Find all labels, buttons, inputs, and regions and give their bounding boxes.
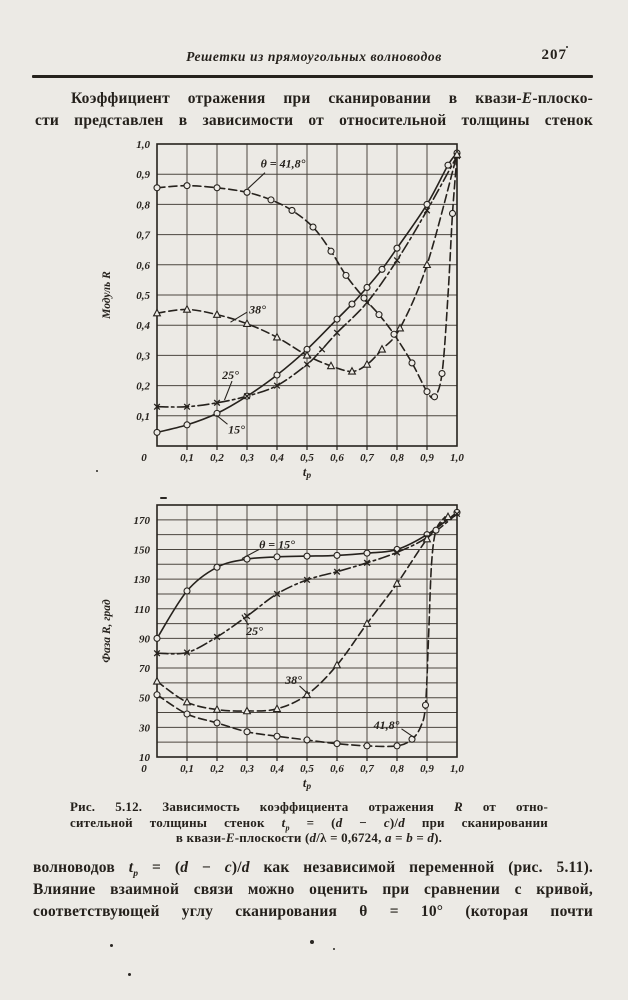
svg-text:0,2: 0,2 bbox=[136, 381, 150, 393]
svg-text:Модуль R: Модуль R bbox=[101, 271, 113, 320]
svg-text:tp: tp bbox=[303, 776, 311, 792]
intro-line: Коэффициент отражения при сканировании в… bbox=[71, 90, 593, 107]
svg-text:0,4: 0,4 bbox=[270, 452, 284, 464]
svg-text:170: 170 bbox=[134, 515, 151, 527]
svg-text:50: 50 bbox=[139, 693, 151, 705]
svg-text:38°: 38° bbox=[248, 302, 266, 316]
svg-text:41,8°: 41,8° bbox=[373, 718, 400, 732]
svg-text:0,3: 0,3 bbox=[136, 350, 150, 362]
intro-paragraph: Коэффициент отражения при сканировании в… bbox=[35, 88, 593, 132]
svg-text:0: 0 bbox=[141, 452, 147, 464]
svg-text:0,6: 0,6 bbox=[136, 260, 150, 272]
svg-text:150: 150 bbox=[134, 544, 151, 556]
svg-text:90: 90 bbox=[139, 633, 151, 645]
caption-line: сительной толщины стенок tp = (d − c)/d … bbox=[70, 814, 548, 833]
svg-text:15°: 15° bbox=[228, 422, 245, 436]
svg-text:0,1: 0,1 bbox=[180, 763, 194, 775]
svg-text:Фаза R, град: Фаза R, град bbox=[101, 599, 113, 663]
svg-text:0,6: 0,6 bbox=[330, 763, 344, 775]
caption-line: Рис. 5.12. Зависимость коэффициента отра… bbox=[70, 799, 548, 814]
svg-text:0,1: 0,1 bbox=[180, 452, 194, 464]
svg-text:0,2: 0,2 bbox=[210, 763, 224, 775]
svg-text:tp: tp bbox=[303, 465, 311, 481]
body-line: Влияние взаимной связи можно оценить при… bbox=[33, 881, 593, 898]
running-head: Решетки из прямоугольных волноводов bbox=[186, 49, 442, 64]
svg-text:1,0: 1,0 bbox=[450, 763, 464, 775]
body-line: соответствующей углу сканирования θ = 10… bbox=[33, 903, 593, 920]
scan-speck bbox=[96, 470, 98, 472]
svg-text:0,4: 0,4 bbox=[136, 320, 150, 332]
svg-text:0,4: 0,4 bbox=[270, 763, 284, 775]
svg-text:0,9: 0,9 bbox=[420, 763, 434, 775]
page-header: Решетки из прямоугольных волноводов 207 bbox=[35, 47, 593, 71]
svg-text:0,3: 0,3 bbox=[240, 763, 254, 775]
svg-text:0,9: 0,9 bbox=[136, 169, 150, 181]
figure-caption: Рис. 5.12. Зависимость коэффициента отра… bbox=[70, 799, 548, 846]
modulus-reflection-chart: 0 0,1 0,2 0,3 0,4 0,5 0,6 0,7 0,8 0,9 1,0 0,1 0,2 0,3… bbox=[101, 139, 464, 481]
svg-text:30: 30 bbox=[138, 722, 151, 734]
svg-text:70: 70 bbox=[139, 663, 151, 675]
header-rule bbox=[32, 75, 593, 78]
svg-text:0,1: 0,1 bbox=[136, 411, 150, 423]
phase-reflection-chart: 0 0,1 0,2 0,3 0,4 0,5 0,6 0,7 0,8 0,9 1,0 10 30 50 70 9… bbox=[101, 504, 464, 792]
svg-text:38°: 38° bbox=[284, 673, 302, 687]
svg-text:0,7: 0,7 bbox=[360, 452, 374, 464]
intro-line: сти представлен в зависимости от относит… bbox=[35, 112, 593, 129]
svg-text:0,2: 0,2 bbox=[210, 452, 224, 464]
svg-text:0,9: 0,9 bbox=[420, 452, 434, 464]
scan-speck bbox=[110, 944, 113, 947]
svg-text:0,5: 0,5 bbox=[300, 763, 314, 775]
caption-line: в квази-Е-плоскости (d/λ = 0,6724, a = b… bbox=[175, 830, 443, 845]
svg-text:0,6: 0,6 bbox=[330, 452, 344, 464]
svg-text:0,8: 0,8 bbox=[390, 763, 404, 775]
body-line: волноводов tp = (d − c)/d как независимо… bbox=[33, 859, 593, 880]
svg-text:130: 130 bbox=[134, 574, 151, 586]
svg-text:1,0: 1,0 bbox=[450, 452, 464, 464]
svg-text:θ = 41,8°: θ = 41,8° bbox=[261, 157, 306, 171]
svg-text:25°: 25° bbox=[221, 368, 239, 382]
body-paragraph: волноводов tp = (d − c)/d как независимо… bbox=[33, 857, 593, 923]
svg-text:1,0: 1,0 bbox=[136, 139, 150, 151]
svg-text:0,8: 0,8 bbox=[390, 452, 404, 464]
svg-text:25°: 25° bbox=[245, 624, 263, 638]
svg-text:0,7: 0,7 bbox=[136, 230, 150, 242]
svg-text:0: 0 bbox=[141, 763, 147, 775]
svg-text:θ = 15°: θ = 15° bbox=[259, 537, 295, 551]
svg-text:0,5: 0,5 bbox=[136, 290, 150, 302]
svg-text:110: 110 bbox=[134, 604, 150, 616]
svg-text:0,3: 0,3 bbox=[240, 452, 254, 464]
svg-text:10: 10 bbox=[139, 752, 151, 764]
scan-speck bbox=[160, 497, 167, 499]
svg-text:0,5: 0,5 bbox=[300, 452, 314, 464]
svg-text:0,8: 0,8 bbox=[136, 199, 150, 211]
page-number: 207 bbox=[541, 47, 567, 63]
scan-speck bbox=[566, 46, 568, 48]
scan-speck bbox=[310, 940, 314, 944]
scan-speck bbox=[333, 948, 335, 950]
svg-text:0,7: 0,7 bbox=[360, 763, 374, 775]
scan-speck bbox=[128, 973, 131, 976]
